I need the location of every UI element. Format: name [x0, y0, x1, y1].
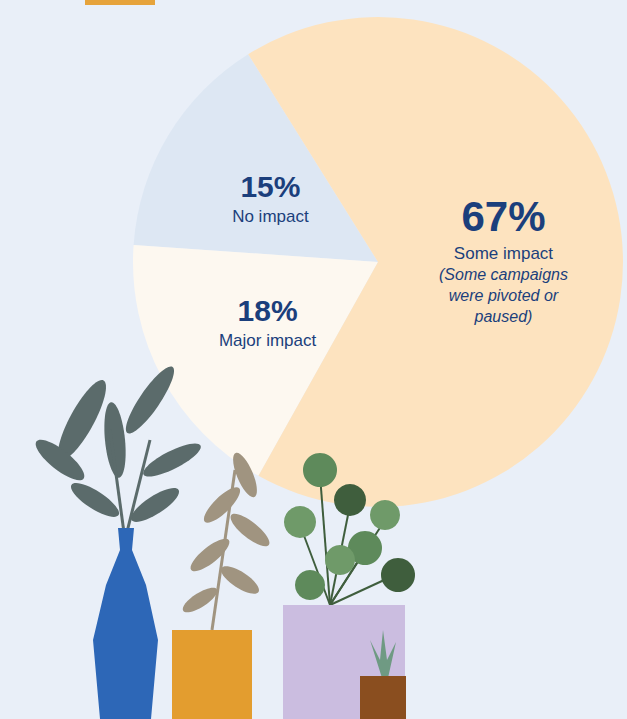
svg-text:were pivoted or: were pivoted or — [449, 287, 559, 304]
svg-text:15%: 15% — [240, 170, 300, 203]
svg-text:18%: 18% — [238, 294, 298, 327]
svg-text:(Some campaigns: (Some campaigns — [439, 266, 568, 283]
svg-text:No impact: No impact — [232, 207, 309, 226]
svg-text:Some impact: Some impact — [454, 244, 553, 263]
svg-text:67%: 67% — [461, 193, 545, 240]
svg-text:Major impact: Major impact — [219, 331, 317, 350]
svg-text:paused): paused) — [474, 308, 533, 325]
